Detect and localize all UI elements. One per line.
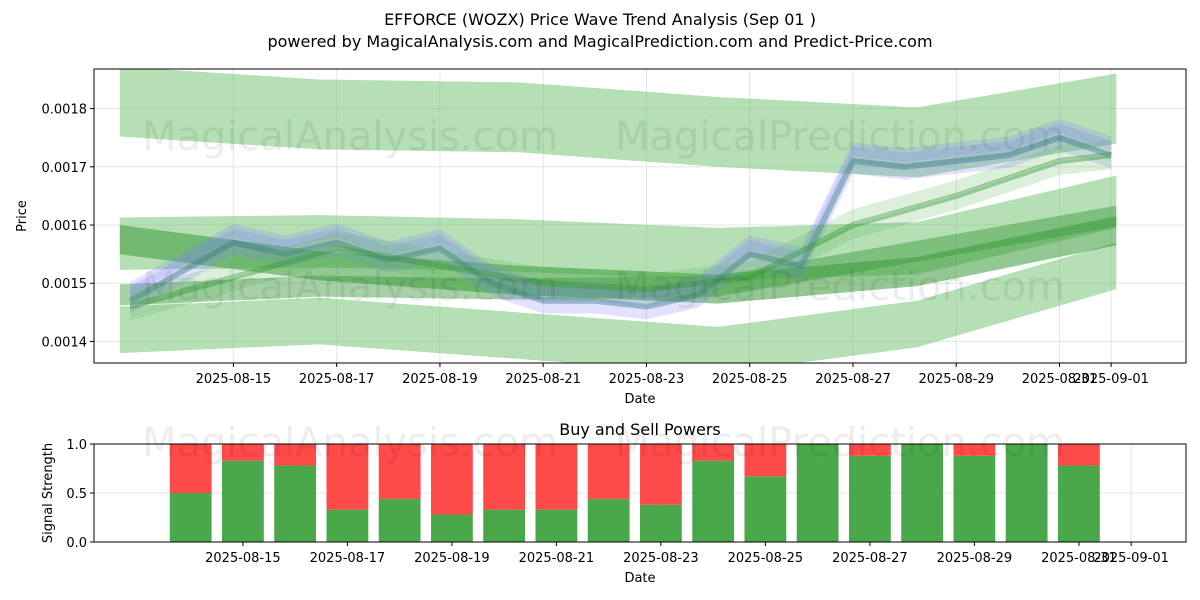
trend-band: [119, 242, 1117, 363]
buy-bar: [796, 444, 839, 542]
x-tick-label: 2025-09-01: [1073, 372, 1149, 387]
watermark: MagicalPrediction.com: [615, 264, 1065, 310]
x-axis-label: Date: [624, 392, 655, 407]
sell-bar: [274, 444, 317, 466]
chart-subtitle: powered by MagicalAnalysis.com and Magic…: [267, 32, 933, 51]
plot-frame: [93, 68, 1187, 364]
trend-band: [119, 205, 1117, 306]
x-tick-label: 2025-08-23: [623, 551, 699, 566]
buy-bar: [431, 514, 473, 542]
x-tick-label: 2025-08-27: [815, 372, 891, 387]
x-tick-label: 2025-08-21: [505, 372, 581, 387]
x-axis-label: Date: [624, 571, 655, 586]
buy-bar: [1005, 444, 1048, 542]
watermark: MagicalPrediction.com: [615, 420, 1065, 466]
plot-area: MagicalAnalysis.com MagicalPrediction.com…: [119, 69, 1117, 363]
buy-bar: [640, 504, 682, 542]
x-tick-label: 2025-08-17: [310, 551, 386, 566]
buy-bar: [848, 455, 891, 542]
y-tick-label: 0.0: [66, 536, 87, 551]
watermark: MagicalAnalysis.com: [142, 114, 558, 160]
bottom-chart-title: Buy and Sell Powers: [559, 420, 721, 439]
sell-bar: [640, 444, 682, 505]
y-tick-label: 1.0: [66, 438, 87, 453]
x-tick-label: 2025-08-25: [712, 372, 788, 387]
wave-ribbon: [130, 136, 1112, 320]
y-tick-label: 0.0017: [42, 161, 88, 176]
buy-bar: [953, 455, 996, 542]
sell-bar: [483, 444, 526, 510]
x-tick-label: 2025-08-27: [832, 551, 908, 566]
sell-bar: [953, 444, 996, 456]
x-tick-label: 2025-08-15: [205, 551, 281, 566]
wave-ribbon: [130, 123, 1112, 307]
buy-bar: [378, 498, 421, 542]
buy-bar: [483, 509, 526, 542]
y-tick-label: 0.0015: [42, 277, 88, 292]
y-axis-label: Price: [15, 200, 30, 232]
sell-bar: [1057, 444, 1100, 466]
x-tick-label: 2025-08-21: [519, 551, 595, 566]
buy-bar: [274, 465, 317, 542]
watermark: MagicalAnalysis.com: [142, 264, 558, 310]
buy-bar: [326, 509, 369, 542]
sell-bar: [848, 444, 891, 456]
x-tick-label: 2025-08-25: [728, 551, 804, 566]
series-line: [129, 152, 1112, 310]
sell-bar: [587, 444, 630, 499]
x-tick-label: 2025-08-31: [1022, 372, 1098, 387]
y-tick-label: 0.0016: [42, 219, 88, 234]
sell-bar: [692, 444, 735, 461]
series-line: [128, 134, 1113, 310]
x-tick-label: 2025-08-17: [299, 372, 375, 387]
y-tick-label: 0.0018: [42, 103, 88, 118]
wave-ribbon: [130, 119, 1112, 302]
buy-bar: [535, 509, 578, 542]
sell-bar: [744, 444, 787, 477]
buy-bar: [169, 493, 212, 542]
y-tick-label: 0.5: [66, 487, 87, 502]
sell-bar: [222, 444, 264, 461]
x-tick-label: 2025-08-31: [1041, 551, 1117, 566]
buy-bar: [1057, 465, 1100, 542]
x-tick-label: 2025-08-19: [414, 551, 490, 566]
trend-band: [119, 216, 1117, 304]
watermark: MagicalPrediction.com: [615, 114, 1065, 160]
y-axis-label: Signal Strength: [41, 443, 56, 543]
x-tick-label: 2025-08-19: [402, 372, 478, 387]
buy-bar: [692, 460, 735, 542]
x-tick-label: 2025-08-15: [196, 372, 272, 387]
watermark: MagicalAnalysis.com: [142, 420, 558, 466]
buy-bar: [744, 476, 787, 542]
sell-bar: [169, 444, 212, 493]
buy-bar: [222, 460, 264, 542]
sell-bar: [535, 444, 578, 510]
trend-band: [119, 69, 1117, 178]
x-tick-label: 2025-08-29: [918, 372, 994, 387]
y-tick-label: 0.0014: [42, 335, 88, 350]
chart-title: EFFORCE (WOZX) Price Wave Trend Analysis…: [384, 10, 816, 29]
x-tick-label: 2025-09-01: [1093, 551, 1169, 566]
sell-bar: [378, 444, 421, 499]
sell-bar: [326, 444, 369, 510]
buy-bar: [587, 498, 630, 542]
trend-band: [119, 175, 1117, 281]
buy-bar: [901, 444, 944, 542]
sell-bar: [431, 444, 473, 515]
x-tick-label: 2025-08-23: [609, 372, 685, 387]
x-tick-label: 2025-08-29: [937, 551, 1013, 566]
